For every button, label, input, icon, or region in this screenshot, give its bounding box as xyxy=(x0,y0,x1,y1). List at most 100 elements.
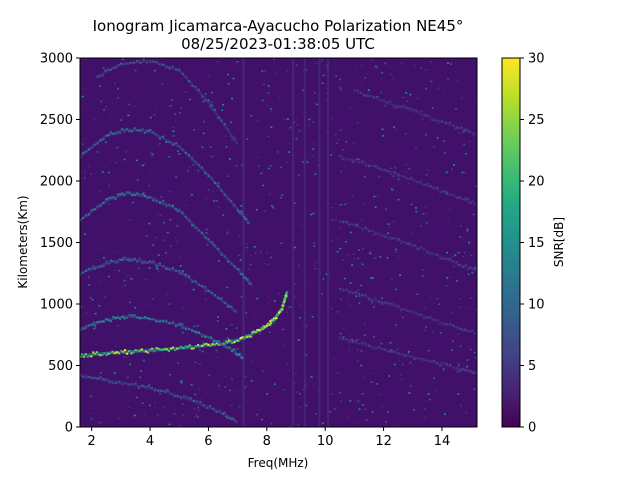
noise-speckle xyxy=(225,147,227,149)
trace-point xyxy=(121,259,124,261)
trace-point xyxy=(107,352,110,355)
noise-speckle xyxy=(393,126,396,128)
noise-speckle xyxy=(281,194,284,196)
noise-speckle xyxy=(231,97,233,100)
noise-speckle xyxy=(173,413,176,415)
trace-point xyxy=(398,106,401,109)
trace-point xyxy=(117,352,120,355)
noise-speckle xyxy=(340,170,343,173)
trace-point xyxy=(152,260,155,263)
noise-speckle xyxy=(83,302,86,304)
trace-point xyxy=(197,331,200,334)
noise-speckle xyxy=(367,92,369,94)
noise-speckle xyxy=(132,85,134,88)
noise-speckle xyxy=(424,302,427,305)
trace-point xyxy=(141,128,144,131)
trace-point xyxy=(207,336,210,339)
noise-speckle xyxy=(442,369,445,372)
noise-speckle xyxy=(390,192,393,195)
noise-speckle xyxy=(274,307,277,310)
noise-speckle xyxy=(189,369,192,372)
noise-speckle xyxy=(110,121,113,123)
noise-speckle xyxy=(271,205,274,207)
noise-speckle xyxy=(392,220,395,223)
trace-point xyxy=(384,301,387,304)
noise-speckle xyxy=(144,244,147,246)
noise-speckle xyxy=(243,386,246,389)
noise-speckle xyxy=(296,423,299,426)
noise-speckle xyxy=(268,140,271,143)
noise-speckle xyxy=(154,69,156,72)
noise-speckle xyxy=(190,367,193,370)
colorbar-tick-label: 20 xyxy=(528,175,545,190)
noise-speckle xyxy=(207,189,210,191)
noise-speckle xyxy=(457,364,460,367)
noise-speckle xyxy=(394,69,397,71)
trace-point xyxy=(188,154,191,157)
trace-point xyxy=(364,293,367,296)
noise-speckle xyxy=(227,231,230,233)
noise-speckle xyxy=(222,339,225,341)
noise-speckle xyxy=(254,150,257,153)
trace-point xyxy=(96,75,99,78)
noise-speckle xyxy=(277,152,280,154)
trace-point xyxy=(152,60,155,63)
noise-speckle xyxy=(212,191,215,193)
trace-point xyxy=(220,297,223,300)
noise-speckle xyxy=(314,211,317,213)
trace-point xyxy=(345,288,348,291)
noise-speckle xyxy=(229,389,231,392)
noise-speckle xyxy=(424,307,427,310)
trace-point xyxy=(171,143,174,146)
trace-point xyxy=(96,205,99,208)
trace-point xyxy=(233,137,236,140)
trace-point xyxy=(149,128,152,131)
trace-point xyxy=(243,337,246,340)
noise-speckle xyxy=(246,243,248,246)
noise-speckle xyxy=(454,216,457,219)
trace-point xyxy=(96,266,99,269)
noise-speckle xyxy=(240,296,243,298)
trace-point xyxy=(172,346,175,349)
noise-speckle xyxy=(463,274,466,276)
noise-speckle xyxy=(201,341,204,344)
noise-speckle xyxy=(230,121,233,123)
noise-speckle xyxy=(151,298,154,300)
noise-speckle xyxy=(114,161,117,164)
noise-speckle xyxy=(348,349,351,351)
trace-point xyxy=(358,226,361,228)
noise-speckle xyxy=(230,231,233,234)
noise-speckle xyxy=(326,99,328,102)
noise-speckle xyxy=(183,64,186,66)
noise-speckle xyxy=(135,159,138,162)
noise-speckle xyxy=(336,311,339,313)
noise-speckle xyxy=(130,278,133,280)
noise-speckle xyxy=(423,77,426,80)
noise-speckle xyxy=(110,383,112,385)
noise-speckle xyxy=(205,232,208,234)
trace-point xyxy=(400,242,403,244)
trace-point xyxy=(416,248,419,251)
trace-point xyxy=(419,246,423,249)
noise-speckle xyxy=(149,221,152,223)
noise-speckle xyxy=(346,416,349,419)
trace-point xyxy=(406,310,410,312)
noise-speckle xyxy=(350,106,353,108)
noise-speckle xyxy=(139,370,142,372)
noise-speckle xyxy=(353,311,356,313)
trace-point xyxy=(240,212,243,215)
noise-speckle xyxy=(97,93,100,96)
noise-speckle xyxy=(257,199,260,201)
noise-speckle xyxy=(276,151,279,153)
noise-speckle xyxy=(177,362,180,365)
trace-point xyxy=(128,259,131,262)
noise-speckle xyxy=(215,334,217,337)
noise-speckle xyxy=(239,140,242,142)
noise-speckle xyxy=(148,304,151,307)
noise-speckle xyxy=(179,425,182,427)
noise-speckle xyxy=(427,220,429,223)
trace-point xyxy=(175,269,178,272)
noise-speckle xyxy=(458,132,461,134)
trace-point xyxy=(87,375,90,378)
noise-speckle xyxy=(166,293,169,295)
